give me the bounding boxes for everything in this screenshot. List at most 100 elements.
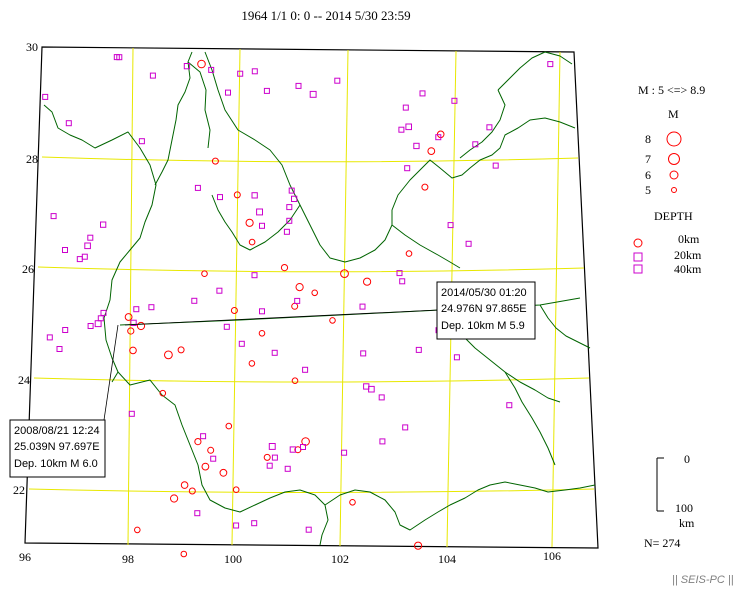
event-marker-0km-29 (427, 147, 436, 156)
event-marker-40km-23 (506, 402, 513, 409)
event-marker-20km-49 (62, 247, 68, 253)
event-marker-20km-33 (368, 385, 375, 393)
event-marker-20km-2 (237, 70, 244, 77)
event-marker-40km-3 (419, 90, 426, 97)
event-marker-0km-18 (248, 238, 256, 246)
event-marker-0km-15 (219, 468, 228, 477)
event-marker-40km-6 (225, 89, 231, 96)
legend-mag-7-symbol (668, 153, 680, 165)
event-marker-20km-23 (396, 270, 403, 277)
event-marker-20km-13 (259, 222, 265, 229)
lon-label-104: 104 (438, 552, 456, 566)
event-marker-40km-12 (194, 184, 201, 191)
event-marker-40km-19 (359, 303, 366, 310)
lat-label-30: 30 (26, 40, 38, 54)
event-marker-40km-22 (453, 354, 460, 361)
event-marker-0km-33 (349, 499, 356, 506)
event-marker-0km-32 (263, 453, 271, 461)
event-marker-20km-8 (413, 142, 420, 150)
event-marker-40km-28 (305, 526, 312, 533)
lon-label-98: 98 (122, 552, 134, 566)
event-marker-20km-37 (271, 454, 278, 461)
callout-2008-datetime: 2008/08/21 12:24 (14, 425, 100, 437)
event-marker-0km-12 (194, 438, 202, 446)
event-marker-0km-42 (258, 330, 266, 337)
depth-scale-unit: km (679, 516, 695, 530)
event-marker-20km-54 (149, 72, 156, 79)
event-marker-20km-19 (251, 272, 258, 279)
event-marker-20km-7 (398, 126, 405, 133)
event-marker-40km-17 (223, 323, 230, 330)
event-marker-20km-22 (294, 297, 301, 304)
lat-label-22: 22 (13, 483, 25, 497)
legend-mag-6-symbol (669, 170, 679, 180)
event-marker-0km-7 (177, 346, 185, 354)
legend-mag-8-label: 8 (645, 132, 651, 146)
event-marker-40km-4 (451, 97, 458, 104)
event-marker-20km-12 (256, 208, 264, 216)
event-marker-20km-11 (251, 192, 258, 199)
event-marker-40km-18 (259, 308, 265, 315)
event-marker-40km-2 (334, 77, 341, 84)
event-marker-0km-5 (127, 327, 135, 335)
lat-line-26 (37, 266, 585, 273)
event-marker-0km-1 (211, 157, 219, 165)
lon-line-102 (339, 49, 349, 547)
event-marker-0km-17 (245, 218, 254, 227)
depth-scale-top: 0 (684, 452, 690, 466)
callout-2008-depth-mag: Dep. 10km M 6.0 (14, 458, 98, 470)
legend-mag-7-label: 7 (645, 152, 651, 166)
event-marker-20km-57 (238, 340, 245, 347)
event-marker-40km-0 (113, 54, 120, 61)
event-marker-20km-46 (87, 234, 94, 241)
lat-line-24 (33, 377, 590, 383)
event-marker-0km-2 (136, 321, 146, 331)
event-marker-0km-21 (311, 289, 319, 297)
event-marker-0km-40 (291, 377, 299, 385)
event-marker-0km-4 (129, 346, 137, 355)
event-marker-20km-24 (399, 278, 406, 285)
event-count: N= 274 (644, 536, 680, 550)
event-marker-40km-11 (486, 124, 493, 131)
legend-mag-6-label: 6 (645, 168, 651, 182)
callout-2008[interactable]: 2008/08/21 12:24 25.039N 97.697E Dep. 10… (9, 419, 106, 478)
callout-leaders (103, 309, 439, 421)
event-marker-40km-30 (46, 334, 53, 341)
event-marker-20km-35 (378, 394, 385, 401)
lon-line-100 (231, 48, 241, 546)
event-marker-40km-21 (415, 346, 422, 353)
legend-depth-0-symbol (633, 238, 643, 248)
event-marker-0km-39 (248, 360, 256, 367)
event-marker-20km-41 (284, 465, 291, 472)
event-marker-20km-40 (300, 444, 306, 450)
legend-mag-range: M : 5 <=> 8.9 (638, 83, 705, 97)
callout-2014[interactable]: 2014/05/30 01:20 24.976N 97.865E Dep. 10… (436, 281, 536, 340)
callout-2014-datetime: 2014/05/30 01:20 (441, 287, 527, 299)
legend: M : 5 <=> 8.9 M 8 7 6 5 DEPTH 0km 20km 4… (633, 83, 705, 550)
event-marker-20km-42 (200, 433, 207, 440)
event-marker-20km-59 (341, 449, 348, 456)
event-marker-20km-51 (42, 93, 49, 100)
event-marker-40km-14 (447, 222, 454, 229)
legend-depth-header: DEPTH (654, 209, 693, 223)
lat-label-26: 26 (22, 262, 34, 276)
event-marker-0km-13 (201, 462, 210, 471)
legend-depth-40-symbol (633, 264, 643, 274)
event-marker-20km-47 (100, 221, 107, 228)
lon-line-106 (551, 51, 561, 548)
event-marker-20km-38 (289, 446, 297, 453)
event-marker-20km-58 (271, 349, 278, 356)
event-marker-0km-22 (340, 269, 349, 279)
lat-label-24: 24 (18, 373, 30, 387)
event-marker-20km-43 (210, 455, 217, 462)
event-marker-0km-41 (233, 191, 241, 199)
event-marker-20km-9 (435, 134, 442, 141)
event-marker-0km-35 (180, 550, 188, 558)
event-marker-40km-1 (251, 68, 258, 75)
event-marker-0km-37 (201, 270, 208, 278)
lon-axis-labels: 96 98 100 102 104 106 (19, 549, 561, 566)
event-marker-0km-36 (134, 526, 141, 534)
event-marker-0km-11 (170, 494, 179, 503)
event-marker-40km-29 (62, 327, 69, 333)
